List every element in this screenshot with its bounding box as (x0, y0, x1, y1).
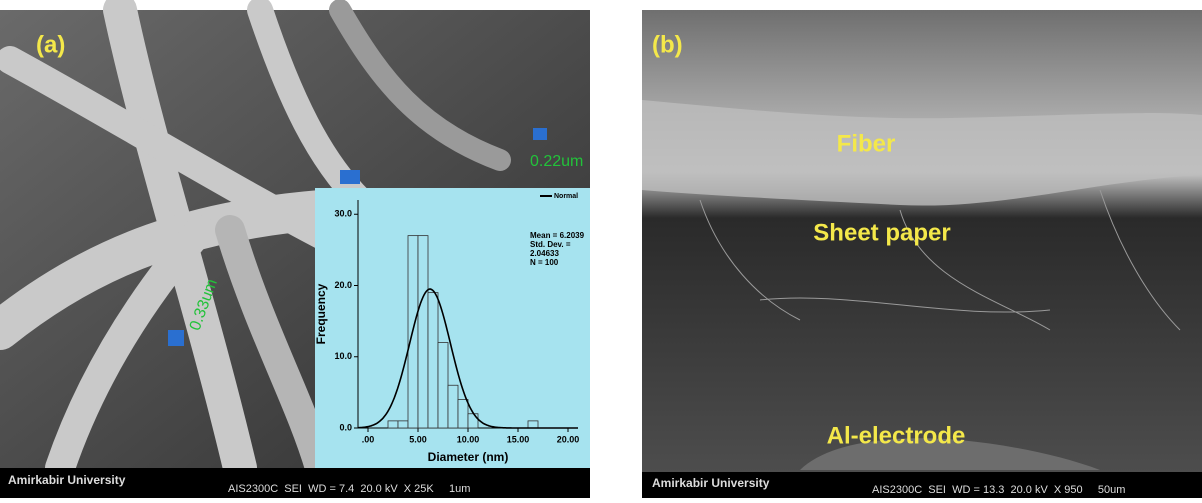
footer-institution: Amirkabir University (652, 476, 770, 490)
footer-institution: Amirkabir University (8, 473, 126, 487)
footer-info: AIS2300C SEI WD = 13.3 20.0 kV X 950 50u… (872, 484, 1125, 496)
figure: (a) 0.22um 0.33um Amirkabir University A… (0, 0, 1202, 498)
annotation: Sheet paper (813, 219, 950, 246)
footer-info: AIS2300C SEI WD = 7.4 20.0 kV X 25K 1um (228, 483, 470, 495)
x-tick-label: 15.00 (507, 434, 530, 444)
panel-label: (a) (36, 31, 65, 58)
bar (458, 400, 468, 429)
y-axis-title: Frequency (314, 283, 328, 344)
y-tick-label: 10.0 (334, 351, 352, 361)
fit-stat: N = 100 (530, 258, 559, 267)
bar (398, 421, 408, 428)
bar (468, 414, 478, 428)
fit-stat: Std. Dev. = (530, 240, 571, 249)
bar (448, 385, 458, 428)
x-axis-title: Diameter (nm) (428, 450, 509, 464)
fit-stat: Mean = 6.2039 (530, 231, 585, 240)
bar (388, 421, 398, 428)
bar (418, 236, 428, 428)
annotation: Al-electrode (827, 422, 966, 449)
panel-label: (b) (652, 31, 683, 58)
fit-stat: 2.04633 (530, 249, 559, 258)
x-tick-label: 20.00 (557, 434, 580, 444)
bar (528, 421, 538, 428)
measurement: 0.22um (530, 153, 583, 170)
x-tick-label: 10.00 (457, 434, 480, 444)
x-tick-label: 5.00 (409, 434, 427, 444)
annotation: Fiber (837, 130, 896, 157)
legend-label: Normal (554, 193, 578, 200)
bar (428, 293, 438, 428)
y-tick-label: 20.0 (334, 280, 352, 290)
bar (438, 343, 448, 429)
y-tick-label: 0.0 (339, 422, 352, 432)
x-tick-label: .00 (362, 434, 375, 444)
y-tick-label: 30.0 (334, 209, 352, 219)
